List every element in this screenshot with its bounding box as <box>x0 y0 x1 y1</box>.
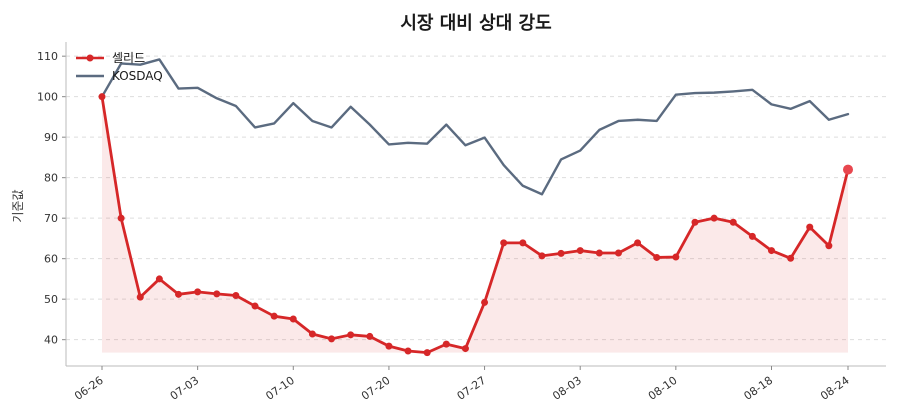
series-markers <box>98 93 853 357</box>
data-point <box>481 298 489 306</box>
data-point <box>117 214 125 222</box>
legend: 셀리드 KOSDAQ <box>76 51 163 83</box>
data-point <box>270 312 278 320</box>
data-point <box>251 302 259 310</box>
x-tick-label: 07-27 <box>455 374 489 403</box>
y-tick-label: 70 <box>44 212 58 225</box>
data-point <box>289 315 297 323</box>
legend-label: 셀리드 <box>112 51 145 65</box>
series-line <box>100 58 850 196</box>
grid-lines <box>66 55 886 341</box>
data-point <box>328 335 336 343</box>
x-tick-label: 08-24 <box>818 374 852 403</box>
x-tick-label: 08-03 <box>550 374 584 403</box>
data-point <box>175 290 183 298</box>
y-tick-label: 60 <box>44 253 58 266</box>
data-point <box>672 253 680 261</box>
data-point <box>136 293 144 301</box>
data-point <box>385 342 393 350</box>
data-point <box>787 254 795 262</box>
x-tick-label: 07-20 <box>359 374 393 403</box>
data-point <box>653 253 661 261</box>
axes <box>62 42 886 370</box>
data-point <box>347 331 355 339</box>
data-point <box>614 249 622 257</box>
data-point <box>767 247 775 255</box>
data-point <box>213 290 221 298</box>
y-tick-label: 110 <box>37 50 58 63</box>
series-area-fill <box>102 96 848 353</box>
x-tick-label: 07-03 <box>168 374 202 403</box>
y-tick-labels: 40 50 60 70 80 90 100 110 <box>37 50 58 347</box>
legend-label: KOSDAQ <box>112 69 163 83</box>
series-lines <box>100 58 850 355</box>
series-line <box>100 95 850 355</box>
data-point <box>194 288 202 296</box>
y-tick-label: 50 <box>44 293 58 306</box>
x-tick-label: 07-10 <box>263 374 297 403</box>
data-point <box>308 330 316 338</box>
data-point <box>729 218 737 226</box>
x-tick-label: 08-10 <box>646 374 680 403</box>
data-point <box>442 340 450 348</box>
y-tick-label: 100 <box>37 91 58 104</box>
x-tick-label: 08-18 <box>742 374 776 403</box>
data-point <box>595 249 603 257</box>
data-point <box>500 239 508 247</box>
data-point <box>519 239 527 247</box>
x-tick-label: 06-26 <box>72 374 106 403</box>
data-point <box>557 249 565 257</box>
data-point <box>806 223 814 231</box>
area-fill-layer <box>102 96 848 353</box>
x-tick-labels: 06-26 07-03 07-10 07-20 07-27 08-03 08-10 08-18… <box>72 374 852 403</box>
data-point <box>404 347 412 355</box>
data-point <box>634 239 642 247</box>
data-point <box>691 218 699 226</box>
data-point <box>232 292 240 300</box>
data-point <box>538 252 546 260</box>
data-point <box>98 93 106 101</box>
legend-marker <box>86 54 94 62</box>
data-point <box>155 275 163 283</box>
data-point <box>710 214 718 222</box>
data-point <box>423 349 431 357</box>
data-point <box>843 164 853 175</box>
y-axis-label: 기준값 <box>11 189 25 222</box>
y-tick-label: 90 <box>44 131 58 144</box>
y-tick-label: 80 <box>44 172 58 185</box>
data-point <box>461 345 469 353</box>
y-tick-label: 40 <box>44 334 58 347</box>
data-point <box>825 242 833 250</box>
data-point <box>748 232 756 240</box>
chart-title: 시장 대비 상대 강도 <box>400 13 551 34</box>
data-point <box>576 247 584 255</box>
data-point <box>366 332 374 340</box>
